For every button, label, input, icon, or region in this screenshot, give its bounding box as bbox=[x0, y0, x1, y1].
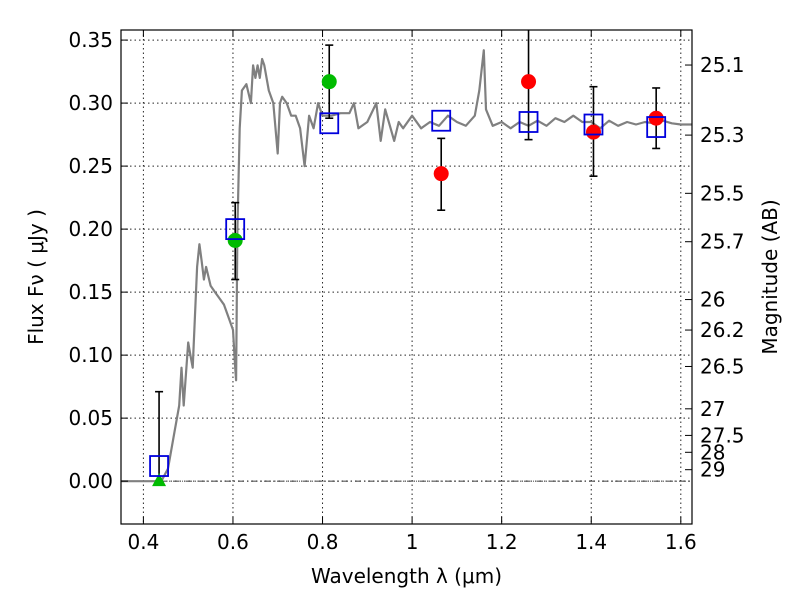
y2-tick-label: 27.5 bbox=[700, 423, 745, 447]
marker-circle bbox=[521, 74, 537, 90]
y-tick-label: 0.15 bbox=[68, 280, 113, 304]
marker-circle bbox=[227, 232, 243, 248]
y2-tick-label: 26.2 bbox=[700, 318, 745, 342]
marker-square bbox=[225, 218, 246, 241]
error-bars bbox=[155, 30, 661, 482]
marker-square bbox=[431, 109, 452, 132]
y2-tick-label: 25.3 bbox=[700, 123, 745, 147]
model-spectrum bbox=[121, 49, 692, 483]
x-axis-title: Wavelength λ (μm) bbox=[311, 564, 502, 588]
x-tick-label: 1.4 bbox=[575, 530, 607, 554]
x-tick-label: 1.2 bbox=[486, 530, 518, 554]
axis-ticks bbox=[121, 30, 692, 524]
marker-triangle bbox=[152, 473, 167, 487]
plot-frame bbox=[120, 29, 693, 525]
y-tick-label: 0.10 bbox=[68, 343, 113, 367]
tick-labels: 0.4 0.6 0.8 1 1.2 1.4 1.6 0.00 0.05 0.10 0.15 0.20 0… bbox=[68, 28, 744, 554]
y-axis-title-right: Magnitude (AB) bbox=[758, 199, 782, 354]
x-tick-label: 0.6 bbox=[217, 530, 249, 554]
marker-circle bbox=[648, 110, 664, 126]
y2-tick-label: 25.1 bbox=[700, 53, 745, 77]
y-tick-label: 0.30 bbox=[68, 91, 113, 115]
marker-circle bbox=[585, 124, 601, 140]
marker-square bbox=[149, 455, 169, 477]
y2-tick-label: 28 bbox=[700, 440, 725, 464]
y2-tick-label: 26 bbox=[700, 288, 725, 312]
marker-square bbox=[583, 113, 604, 136]
y-tick-label: 0.00 bbox=[68, 469, 113, 493]
y-tick-label: 0.05 bbox=[68, 406, 113, 430]
y2-tick-label: 29 bbox=[700, 458, 725, 482]
x-tick-label: 1 bbox=[406, 530, 419, 554]
marker-square bbox=[518, 111, 539, 133]
marker-square bbox=[646, 116, 667, 138]
marker-circle bbox=[433, 166, 449, 182]
y-tick-label: 0.35 bbox=[68, 28, 113, 52]
data-markers bbox=[149, 74, 667, 487]
y2-tick-label: 26.5 bbox=[700, 354, 745, 378]
x-tick-label: 1.6 bbox=[665, 530, 697, 554]
grid bbox=[121, 30, 692, 524]
y-tick-label: 0.25 bbox=[68, 154, 113, 178]
y2-tick-label: 27 bbox=[700, 397, 725, 421]
x-tick-label: 0.8 bbox=[307, 530, 339, 554]
y2-tick-label: 25.5 bbox=[700, 181, 745, 205]
spectrum-line bbox=[121, 49, 692, 483]
y-axis-title-left: Flux Fν ( μJy ) bbox=[24, 209, 48, 345]
y2-tick-label: 25.7 bbox=[700, 230, 745, 254]
x-tick-label: 0.4 bbox=[127, 530, 159, 554]
y-tick-label: 0.20 bbox=[68, 217, 113, 241]
marker-circle bbox=[321, 74, 337, 90]
marker-square bbox=[319, 112, 340, 135]
